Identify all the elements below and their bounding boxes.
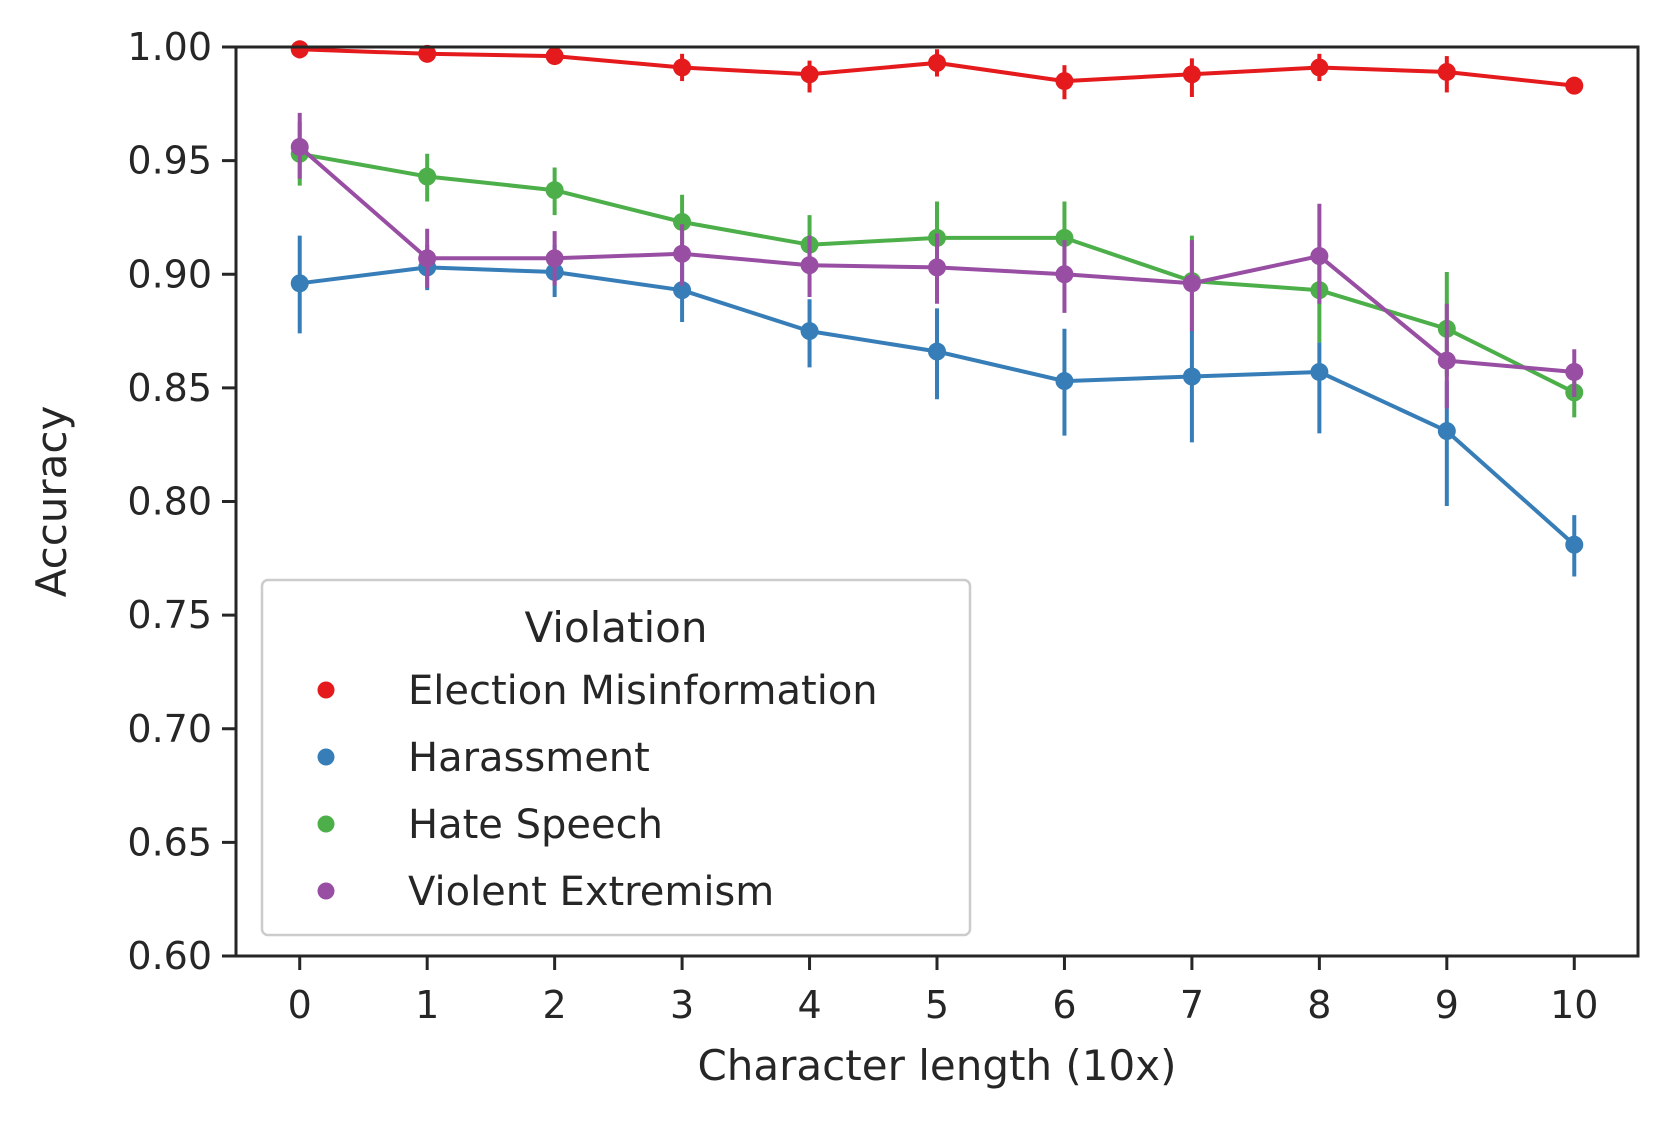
plot-series-layer xyxy=(290,40,1584,577)
data-point xyxy=(1310,247,1329,266)
data-point xyxy=(545,181,564,200)
x-tick-label: 7 xyxy=(1180,983,1204,1027)
y-tick-label: 0.65 xyxy=(127,820,212,864)
data-point xyxy=(1055,265,1074,284)
data-point xyxy=(800,256,819,275)
legend-item-label: Harassment xyxy=(408,735,650,781)
legend-item-label: Election Misinformation xyxy=(408,668,878,714)
x-tick-label: 8 xyxy=(1307,983,1331,1027)
data-point xyxy=(673,281,692,300)
data-point xyxy=(673,58,692,77)
data-point xyxy=(1310,362,1329,381)
x-tick-label: 6 xyxy=(1052,983,1076,1027)
data-point xyxy=(1565,362,1584,381)
x-tick-label: 5 xyxy=(925,983,949,1027)
data-point xyxy=(673,212,692,231)
data-point xyxy=(1565,76,1584,95)
data-point xyxy=(545,47,564,66)
y-tick-label: 0.85 xyxy=(127,366,212,410)
x-tick-label: 4 xyxy=(797,983,821,1027)
data-point xyxy=(1310,58,1329,77)
data-point xyxy=(1565,535,1584,554)
data-point xyxy=(1055,228,1074,247)
data-point xyxy=(1182,367,1201,386)
y-axis-label: Accuracy xyxy=(27,406,76,598)
data-point xyxy=(928,53,946,72)
data-point xyxy=(928,258,946,277)
data-point xyxy=(800,322,819,341)
x-tick-label: 2 xyxy=(543,983,567,1027)
x-tick-label: 3 xyxy=(670,983,694,1027)
data-point xyxy=(1437,422,1456,441)
legend-title: Violation xyxy=(524,603,707,652)
legend-item-label: Hate Speech xyxy=(408,802,663,848)
data-point xyxy=(418,167,437,186)
x-tick-label: 1 xyxy=(415,983,439,1027)
data-point xyxy=(1182,274,1201,293)
data-point xyxy=(418,249,437,268)
y-tick-label: 0.90 xyxy=(127,252,212,296)
data-point xyxy=(290,274,309,293)
x-tick-label: 9 xyxy=(1435,983,1459,1027)
y-tick-label: 1.00 xyxy=(127,25,212,69)
data-point xyxy=(418,44,437,63)
legend-item-label: Violent Extremism xyxy=(408,869,774,915)
legend: Violation Election Misinformation Harassm… xyxy=(260,578,972,937)
y-axis: 0.60 0.65 0.70 0.75 0.80 0.85 0.90 0.95 1.00 xyxy=(127,25,236,978)
data-point xyxy=(1055,72,1074,91)
data-point xyxy=(1437,62,1456,81)
series-election-misinformation xyxy=(290,40,1584,100)
data-point xyxy=(290,40,309,59)
y-tick-label: 0.70 xyxy=(127,707,212,751)
x-axis-label: Character length (10x) xyxy=(697,1041,1176,1090)
x-tick-label: 0 xyxy=(288,983,312,1027)
data-point xyxy=(673,244,692,263)
legend-box xyxy=(260,578,972,937)
data-point xyxy=(290,137,309,156)
legend-marker xyxy=(317,882,335,900)
series-violent-extremism xyxy=(290,112,1584,409)
data-point xyxy=(928,342,946,361)
data-point xyxy=(800,65,819,84)
legend-marker xyxy=(317,748,335,766)
data-point xyxy=(545,249,564,268)
x-axis: 0 1 2 3 4 5 6 7 8 9 10 xyxy=(288,956,1598,1027)
data-point xyxy=(1437,351,1456,370)
y-tick-label: 0.80 xyxy=(127,480,212,524)
data-point xyxy=(1182,65,1201,84)
legend-marker xyxy=(317,681,335,699)
y-tick-label: 0.95 xyxy=(127,139,212,183)
y-tick-label: 0.60 xyxy=(127,934,212,978)
legend-marker xyxy=(317,815,335,833)
x-tick-label: 10 xyxy=(1550,983,1598,1027)
data-point xyxy=(1055,372,1074,391)
y-tick-label: 0.75 xyxy=(127,593,212,637)
